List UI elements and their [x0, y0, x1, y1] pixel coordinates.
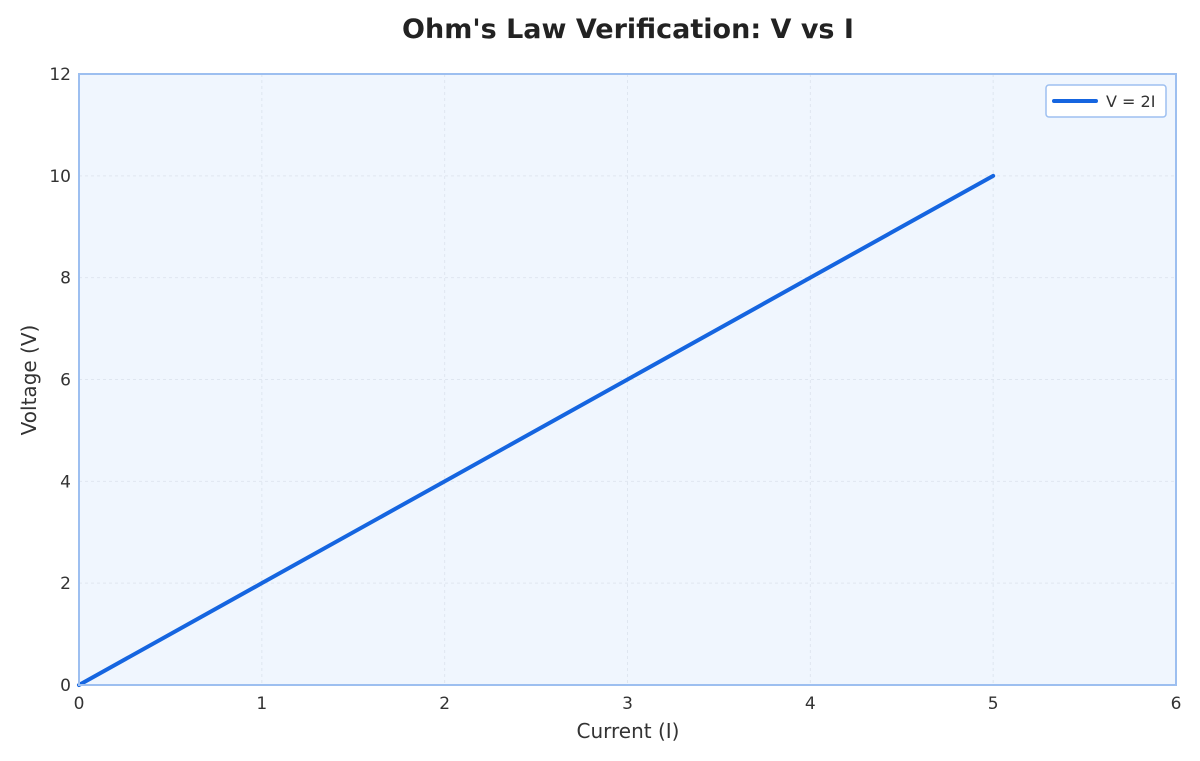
- y-tick-label: 8: [60, 269, 71, 289]
- series-line-v-2i: [77, 173, 996, 687]
- x-tick-label: 1: [256, 694, 267, 714]
- x-tick-label: 5: [988, 694, 999, 714]
- y-tick-label: 12: [49, 65, 71, 85]
- y-tick-label: 2: [60, 574, 71, 594]
- x-tick-label: 3: [622, 694, 633, 714]
- y-axis-ticks: 0 2 4 6 8 10 12: [49, 65, 71, 696]
- x-axis-ticks: 0 1 2 3 4 5 6: [74, 694, 1182, 714]
- legend-box: [1045, 84, 1167, 118]
- x-tick-label: 0: [74, 694, 85, 714]
- y-tick-label: 10: [49, 167, 71, 187]
- plot-border: [78, 73, 1177, 686]
- legend: V = 2I: [1045, 84, 1167, 118]
- y-tick-label: 6: [60, 371, 71, 391]
- y-axis-label: Voltage (V): [17, 325, 41, 436]
- series-layer: [77, 173, 996, 687]
- chart-title: Ohm's Law Verification: V vs I: [402, 14, 854, 45]
- legend-label-v-2i: V = 2I: [1106, 92, 1155, 111]
- x-tick-label: 2: [439, 694, 450, 714]
- x-tick-label: 6: [1171, 694, 1182, 714]
- x-tick-label: 4: [805, 694, 816, 714]
- x-axis-label: Current (I): [577, 719, 680, 743]
- y-tick-label: 4: [60, 472, 71, 492]
- y-tick-label: 0: [60, 676, 71, 696]
